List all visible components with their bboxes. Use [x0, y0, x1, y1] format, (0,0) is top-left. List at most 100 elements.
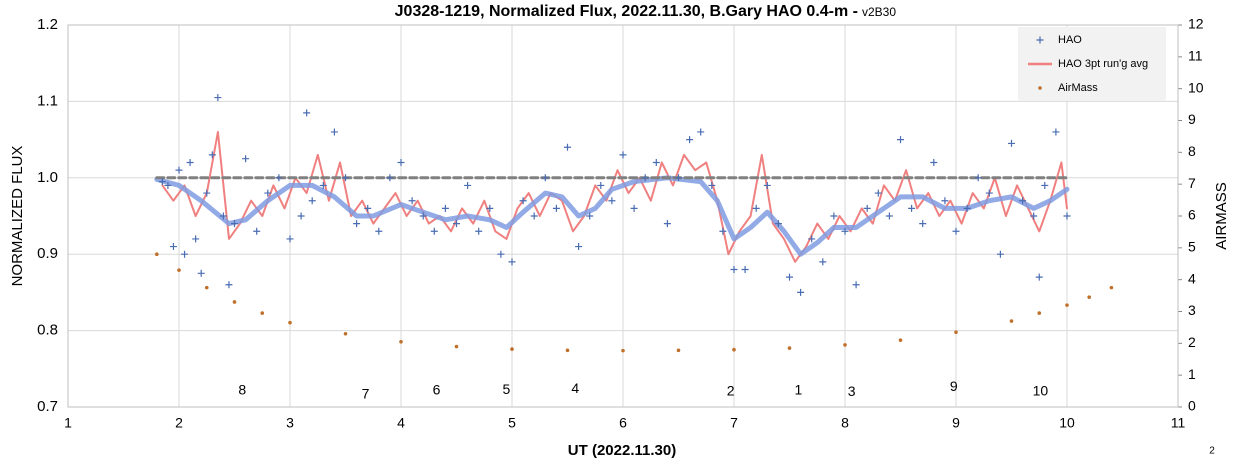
chart-subtitle: v2B30 [862, 5, 896, 19]
annotation: 10 [1033, 382, 1049, 398]
data-point [231, 220, 238, 228]
x-tick-label: 1 [64, 415, 72, 431]
data-point [898, 338, 903, 342]
data-point [941, 197, 949, 205]
data-point [275, 174, 283, 182]
data-point [564, 143, 571, 151]
data-point [297, 212, 305, 220]
data-point [597, 181, 605, 189]
x-tick-label: 3 [286, 415, 294, 431]
data-point [575, 243, 583, 251]
data-point [686, 136, 694, 144]
data-point [219, 212, 227, 220]
data-point [541, 174, 549, 182]
y2-axis-label: AIRMASS [1213, 182, 1230, 250]
x-tick-label: 4 [397, 415, 405, 431]
data-point [885, 212, 893, 220]
annotation: 5 [503, 381, 511, 397]
data-point [552, 204, 560, 212]
data-point [419, 212, 427, 220]
data-point [996, 250, 1004, 258]
annotation: 2 [727, 382, 735, 398]
data-point [464, 181, 472, 189]
y2-tick-label: 11 [1188, 48, 1203, 64]
data-point [1009, 319, 1014, 323]
data-point [197, 269, 205, 277]
data-point [641, 174, 649, 182]
data-point [364, 204, 372, 212]
data-point [930, 159, 938, 167]
data-point [774, 220, 782, 228]
y-axis-label: NORMALIZED FLUX [9, 146, 26, 287]
data-point [797, 288, 805, 296]
x-tick-label: 10 [1059, 415, 1075, 431]
data-point [169, 243, 177, 251]
x-axis-label: UT (2022.11.30) [568, 442, 676, 459]
data-point [1035, 273, 1043, 281]
data-point [260, 311, 265, 315]
legend-label: AirMass [1058, 82, 1098, 94]
data-point [752, 204, 760, 212]
data-point [399, 339, 403, 344]
data-point [203, 189, 211, 197]
data-point [408, 197, 416, 205]
y2-tick-label: 12 [1188, 16, 1204, 32]
data-point [330, 128, 338, 136]
data-point [1109, 285, 1114, 290]
data-point [630, 204, 638, 212]
data-point [1030, 212, 1038, 220]
data-point [985, 189, 993, 197]
data-point [225, 281, 233, 289]
data-point [730, 265, 738, 273]
data-point [786, 273, 793, 281]
data-point [919, 220, 927, 228]
data-point [619, 151, 627, 159]
data-point [675, 174, 682, 182]
data-point [497, 250, 505, 258]
data-point [242, 155, 250, 163]
plot-frame [67, 24, 1179, 408]
x-tick-label: 8 [841, 415, 849, 431]
data-point [908, 204, 916, 212]
y2-tick-label: 6 [1188, 207, 1196, 223]
y-tick-label: 1.2 [37, 16, 58, 33]
legend-swatch [1038, 86, 1042, 90]
annotation: 9 [950, 378, 958, 394]
data-point [652, 159, 660, 167]
data-point [852, 281, 860, 289]
x-tick-label: 5 [508, 415, 516, 431]
data-point [288, 320, 292, 325]
data-point [353, 220, 361, 228]
data-point [1063, 212, 1071, 220]
y-tick-label: 0.8 [37, 322, 58, 339]
data-point [430, 227, 438, 235]
y2-tick-label: 0 [1188, 398, 1196, 414]
data-point [308, 197, 316, 205]
data-point [952, 227, 960, 235]
data-point [841, 227, 849, 235]
data-point [286, 235, 294, 243]
data-point [264, 189, 272, 197]
annotation: 1 [794, 382, 802, 398]
data-point [1087, 295, 1091, 299]
data-point [386, 174, 394, 182]
data-point [253, 227, 261, 235]
data-line [161, 131, 1068, 263]
y2-tick-label: 10 [1188, 79, 1204, 95]
data-point [787, 346, 792, 350]
data-point [708, 181, 716, 189]
y2-tick-label: 7 [1188, 175, 1196, 191]
y-tick-label: 1.0 [37, 169, 58, 186]
data-point [486, 204, 494, 212]
data-point [1019, 197, 1027, 205]
chart-title: J0328-1219, Normalized Flux, 2022.11.30,… [395, 3, 858, 20]
data-point [732, 347, 736, 352]
y2-tick-label: 5 [1188, 239, 1196, 255]
y-tick-label: 0.7 [37, 398, 58, 415]
y2-tick-label: 3 [1188, 302, 1196, 318]
data-point [375, 227, 383, 235]
data-point [621, 348, 625, 353]
y-tick-label: 1.1 [37, 92, 58, 109]
data-point [763, 181, 771, 189]
